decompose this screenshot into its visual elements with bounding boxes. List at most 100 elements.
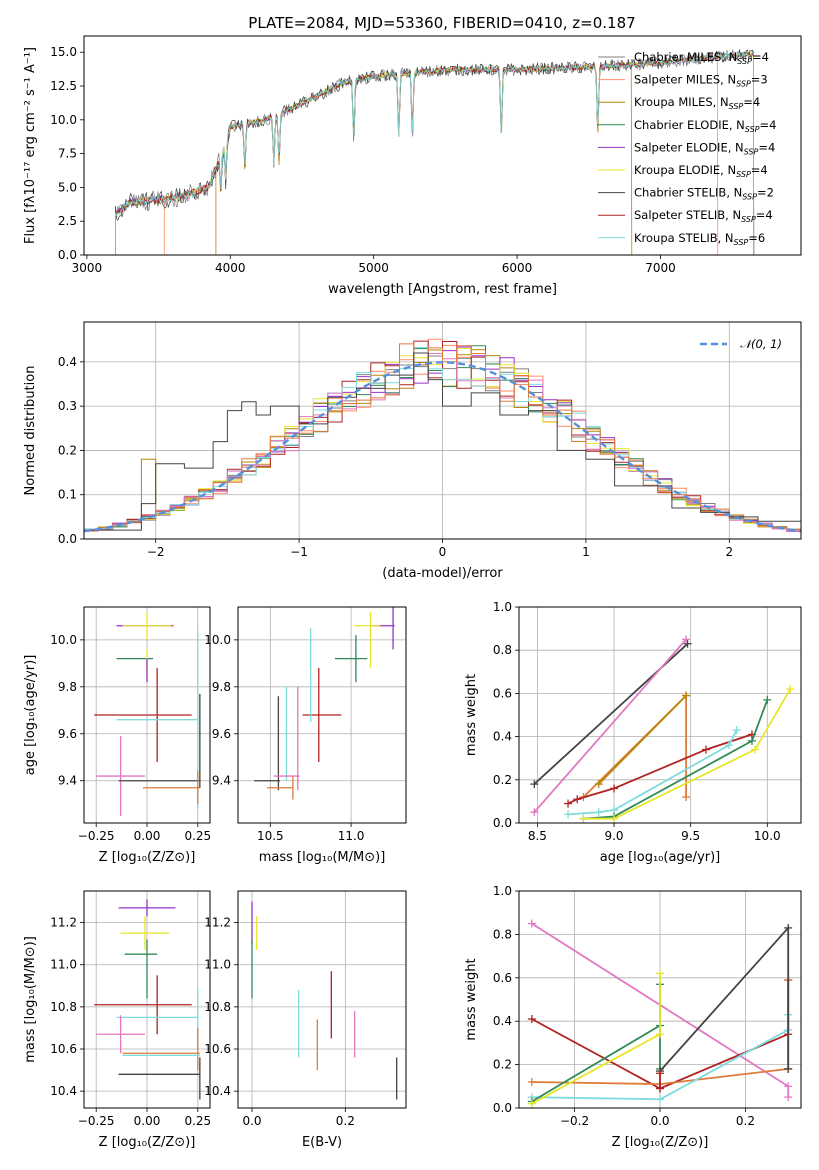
y-tick-label: 0.6 <box>493 971 512 985</box>
y-tick-label: 0.2 <box>493 773 512 787</box>
y-tick-label: 10.8 <box>204 1000 231 1014</box>
x-axis-label: age [log₁₀(age/yr)] <box>600 850 721 865</box>
axes-frame <box>237 606 407 824</box>
plus-marker <box>530 808 539 817</box>
y-tick-label: 9.8 <box>58 680 77 694</box>
plus-marker <box>610 784 619 793</box>
y-tick-label: 1.0 <box>493 884 512 898</box>
x-tick-label: 0.0 <box>650 1114 669 1128</box>
axes-frame <box>83 606 211 824</box>
weight-line <box>598 694 687 785</box>
x-tick-label: 0.00 <box>134 1114 161 1128</box>
x-tick-label: 0 <box>439 545 447 559</box>
mass-vs-metallicity-panel: −0.25 0.00 0.25 10.4 10.6 10.8 11.0 11.2 Z [log₁… <box>23 890 211 1150</box>
x-axis-label: Z [log₁₀(Z/Z⊙)] <box>99 850 196 865</box>
y-tick-label: 9.8 <box>212 680 231 694</box>
y-tick-label: 0.0 <box>58 248 77 262</box>
plus-marker <box>564 799 573 808</box>
y-tick-label: 10.6 <box>50 1042 77 1056</box>
spectrum-line <box>115 51 755 255</box>
y-tick-label: 2.5 <box>58 214 77 228</box>
x-tick-label: 5000 <box>358 261 389 275</box>
axes-frame <box>237 890 407 1109</box>
x-axis-label: Z [log₁₀(Z/Z⊙)] <box>612 1135 709 1150</box>
plus-marker <box>527 1077 536 1086</box>
y-tick-label: 11.2 <box>50 916 77 930</box>
x-tick-label: −2 <box>147 545 165 559</box>
y-tick-label: 9.4 <box>212 774 231 788</box>
weight-line <box>583 699 769 820</box>
plus-marker <box>763 695 772 704</box>
plus-marker <box>784 1093 793 1102</box>
y-axis-label: Flux [fλ10⁻¹⁷ erg cm⁻² s⁻¹ A⁻¹] <box>23 47 38 244</box>
legend-label: Kroupa STELIB, NSSP=6 <box>634 231 765 247</box>
x-tick-label: 6000 <box>502 261 533 275</box>
x-tick-label: 4000 <box>215 261 246 275</box>
plus-marker <box>527 1015 536 1024</box>
plus-marker <box>656 1069 664 1078</box>
gaussian-curve <box>84 361 801 533</box>
spectrum-title: PLATE=2084, MJD=53360, FIBERID=0410, z=0… <box>248 14 635 32</box>
y-tick-label: 0.2 <box>58 443 77 457</box>
y-tick-label: 11.0 <box>204 958 231 972</box>
y-tick-label: 0.3 <box>58 399 77 413</box>
legend-label: Salpeter ELODIE, NSSP=4 <box>634 140 775 156</box>
y-tick-label: 0.6 <box>493 686 512 700</box>
mass_vs_ebv-plot-area <box>251 901 398 1100</box>
axes-frame <box>83 35 802 256</box>
x-tick-label: −0.25 <box>78 829 115 843</box>
histogram-series <box>84 343 801 539</box>
x-tick-label: 2 <box>725 545 733 559</box>
plus-marker <box>682 635 691 644</box>
plus-marker <box>527 1099 536 1108</box>
spectrum-panel: 3000 4000 5000 6000 7000 0.0 2.5 5.0 7.5 10.0 12.5… <box>23 35 802 297</box>
y-tick-label: 0.0 <box>493 816 512 830</box>
legend-label: 𝒩(0, 1) <box>740 337 782 351</box>
plus-marker <box>594 808 603 817</box>
plus-marker <box>530 780 539 789</box>
x-axis-label: (data-model)/error <box>382 566 503 581</box>
x-tick-label: 3000 <box>72 261 103 275</box>
y-tick-label: 10.6 <box>204 1042 231 1056</box>
plus-marker <box>564 810 573 819</box>
y-tick-label: 1.0 <box>493 600 512 614</box>
axes-frame <box>83 321 802 540</box>
y-tick-label: 12.5 <box>50 79 77 93</box>
y-tick-label: 11.2 <box>204 916 231 930</box>
y-tick-label: 10.8 <box>50 1000 77 1014</box>
plus-marker <box>747 736 756 745</box>
y-tick-label: 0.4 <box>58 355 77 369</box>
age_vs_mass-plot-area <box>254 607 395 800</box>
x-tick-label: 8.5 <box>528 829 547 843</box>
age_vs_Z-plot-area <box>94 611 201 816</box>
residuals-plot-area <box>84 338 801 539</box>
y-tick-label: 10.0 <box>204 633 231 647</box>
plus-marker <box>682 793 691 802</box>
mass_weight_vs_age-plot-area <box>530 635 795 823</box>
y-axis-label: mass weight <box>464 958 479 1040</box>
x-tick-label: 0.2 <box>736 1114 755 1128</box>
x-tick-label: 0.00 <box>134 829 161 843</box>
plus-marker <box>786 685 795 694</box>
x-axis-label: mass [log₁₀(M/M⊙)] <box>259 850 386 865</box>
x-tick-label: 0.2 <box>336 1114 355 1128</box>
y-tick-label: 0.0 <box>58 532 77 546</box>
y-tick-label: 0.8 <box>493 927 512 941</box>
plus-marker <box>784 1082 793 1091</box>
histogram-highlight-series <box>84 352 801 531</box>
plus-marker <box>594 780 603 789</box>
x-axis-label: Z [log₁₀(Z/Z⊙)] <box>99 1135 196 1150</box>
y-tick-label: 9.6 <box>58 727 77 741</box>
plus-marker <box>682 691 691 700</box>
residuals-panel: −2 −1 0 1 2 0.0 0.1 0.2 0.3 0.4 (data-model)/error… <box>23 321 802 581</box>
y-tick-label: 9.6 <box>212 727 231 741</box>
legend-label: Kroupa ELODIE, NSSP=4 <box>634 163 768 179</box>
axes-frame <box>518 606 802 824</box>
mass_weight_vs_Z-plot-area <box>527 919 793 1108</box>
x-tick-label: −0.25 <box>78 1114 115 1128</box>
x-tick-label: 10.0 <box>754 829 781 843</box>
y-tick-label: 7.5 <box>58 147 77 161</box>
y-tick-label: 5.0 <box>58 180 77 194</box>
